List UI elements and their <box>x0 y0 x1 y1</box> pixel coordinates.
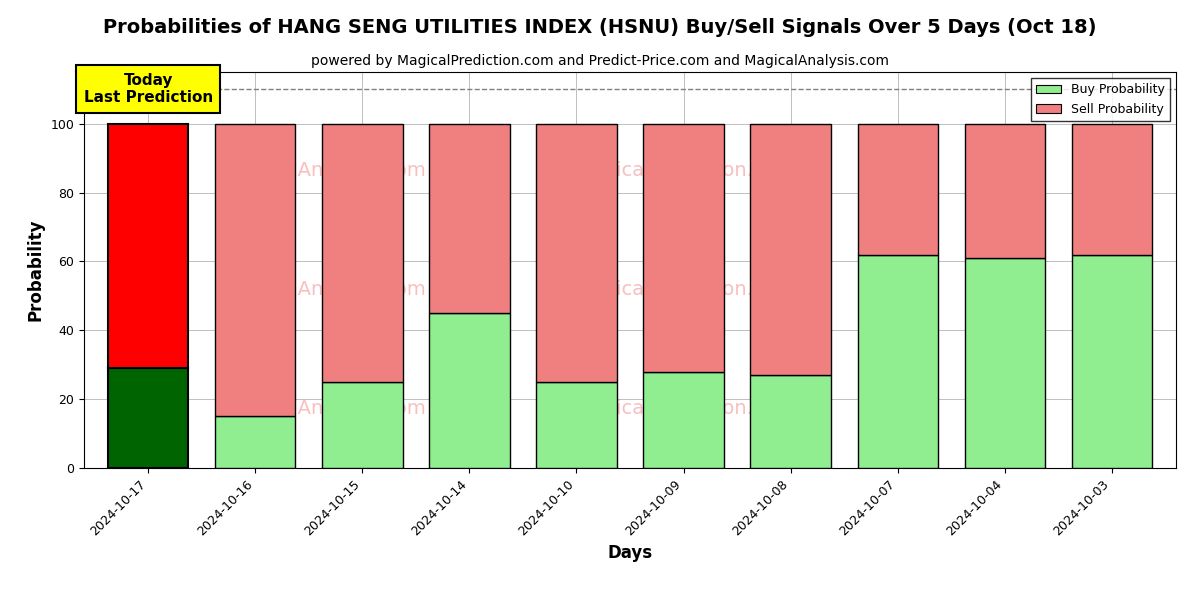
Text: MagicalAnalysis.com: MagicalAnalysis.com <box>223 399 426 418</box>
Text: MagicalAnalysis.com: MagicalAnalysis.com <box>223 280 426 299</box>
Bar <box>536 124 617 382</box>
Text: Probabilities of HANG SENG UTILITIES INDEX (HSNU) Buy/Sell Signals Over 5 Days (: Probabilities of HANG SENG UTILITIES IND… <box>103 18 1097 37</box>
Bar <box>643 371 724 468</box>
Bar <box>643 124 724 371</box>
Text: MagicalPrediction.com: MagicalPrediction.com <box>575 280 794 299</box>
Legend: Buy Probability, Sell Probability: Buy Probability, Sell Probability <box>1031 78 1170 121</box>
Bar <box>215 416 295 468</box>
Text: MagicalPrediction.com: MagicalPrediction.com <box>575 161 794 181</box>
Text: Today
Last Prediction: Today Last Prediction <box>84 73 212 106</box>
Text: MagicalPrediction.com: MagicalPrediction.com <box>575 399 794 418</box>
Bar <box>215 124 295 416</box>
Bar <box>750 375 830 468</box>
Bar <box>858 124 937 254</box>
Bar <box>430 124 510 313</box>
Bar <box>750 124 830 375</box>
Bar <box>965 258 1045 468</box>
Bar <box>108 368 188 468</box>
Bar <box>323 382 402 468</box>
Bar <box>536 382 617 468</box>
Bar <box>1072 254 1152 468</box>
Bar <box>108 124 188 368</box>
Bar <box>858 254 937 468</box>
Y-axis label: Probability: Probability <box>26 219 44 321</box>
Bar <box>965 124 1045 258</box>
Text: powered by MagicalPrediction.com and Predict-Price.com and MagicalAnalysis.com: powered by MagicalPrediction.com and Pre… <box>311 54 889 68</box>
Text: MagicalAnalysis.com: MagicalAnalysis.com <box>223 161 426 181</box>
Bar <box>430 313 510 468</box>
X-axis label: Days: Days <box>607 544 653 562</box>
Bar <box>1072 124 1152 254</box>
Bar <box>323 124 402 382</box>
